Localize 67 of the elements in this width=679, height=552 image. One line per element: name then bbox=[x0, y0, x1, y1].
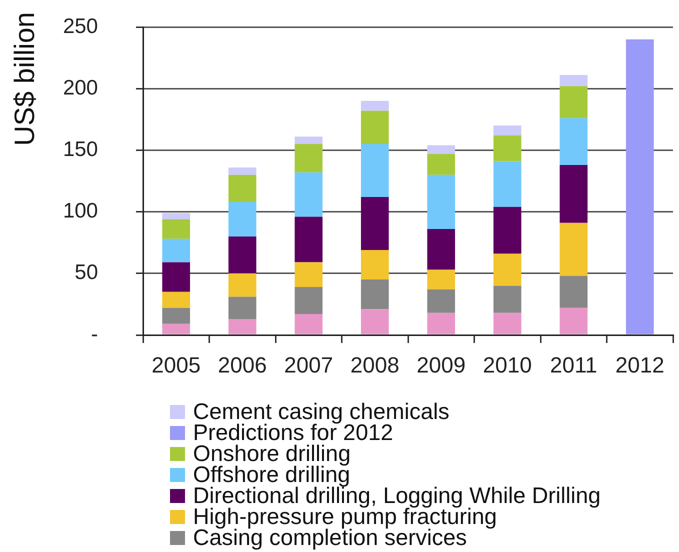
bar bbox=[560, 164, 588, 223]
bar bbox=[493, 286, 522, 313]
bar bbox=[360, 144, 389, 198]
x-tick-label: 2006 bbox=[218, 352, 267, 378]
bar bbox=[560, 222, 588, 276]
bar bbox=[360, 280, 389, 310]
bar bbox=[427, 229, 456, 270]
bar bbox=[228, 202, 256, 236]
bar bbox=[360, 250, 389, 280]
bar bbox=[560, 75, 588, 86]
bar bbox=[228, 236, 256, 274]
bar bbox=[228, 167, 256, 175]
bar bbox=[228, 318, 256, 334]
bar bbox=[162, 292, 190, 308]
bar bbox=[228, 296, 256, 319]
bar bbox=[360, 110, 389, 144]
bar bbox=[228, 273, 256, 297]
legend-label: Onshore drilling bbox=[193, 441, 351, 466]
bar bbox=[162, 262, 190, 292]
bar bbox=[493, 206, 522, 254]
x-tick-label: 2011 bbox=[550, 352, 598, 378]
y-tick-label: 200 bbox=[62, 76, 98, 100]
bar bbox=[560, 86, 588, 118]
x-tick-label: 2012 bbox=[615, 352, 664, 378]
bar bbox=[294, 216, 323, 262]
x-tick-label: 2010 bbox=[482, 352, 532, 378]
bar bbox=[626, 39, 654, 334]
bar bbox=[294, 262, 323, 287]
x-tick-label: 2008 bbox=[350, 352, 400, 378]
bar bbox=[294, 286, 323, 314]
bar bbox=[162, 324, 190, 334]
y-tick-label: 100 bbox=[62, 200, 98, 223]
y-tick-label: 150 bbox=[62, 138, 98, 161]
bar bbox=[560, 118, 588, 165]
y-tick-label: - bbox=[91, 322, 98, 346]
bar bbox=[427, 174, 456, 230]
bar bbox=[427, 289, 456, 313]
bar bbox=[360, 100, 389, 111]
bar bbox=[427, 270, 456, 290]
bar bbox=[228, 174, 256, 202]
bar bbox=[360, 197, 389, 250]
bar bbox=[560, 308, 588, 334]
bar bbox=[162, 308, 190, 324]
bar bbox=[294, 172, 323, 217]
x-tick-label: 2009 bbox=[416, 352, 466, 378]
bar bbox=[493, 126, 522, 136]
x-tick-label: 2007 bbox=[284, 352, 334, 378]
legend-label: Cement casing chemicals bbox=[193, 399, 450, 424]
x-tick-label: 2005 bbox=[152, 352, 201, 378]
bar bbox=[493, 254, 522, 286]
bar bbox=[294, 144, 323, 172]
bar bbox=[360, 309, 389, 334]
bar bbox=[162, 238, 190, 262]
bar bbox=[493, 161, 522, 207]
bar bbox=[493, 135, 522, 162]
bar bbox=[294, 314, 323, 334]
y-axis-title: US$ billion bbox=[9, 12, 40, 146]
bar bbox=[427, 154, 456, 175]
bar bbox=[162, 213, 190, 220]
bar bbox=[162, 219, 190, 239]
bar bbox=[560, 276, 588, 308]
y-tick-label: 50 bbox=[74, 261, 98, 284]
bar bbox=[427, 145, 456, 154]
bar bbox=[493, 312, 522, 334]
bar bbox=[294, 136, 323, 144]
y-tick-label: 250 bbox=[62, 14, 98, 38]
bar bbox=[427, 312, 456, 334]
